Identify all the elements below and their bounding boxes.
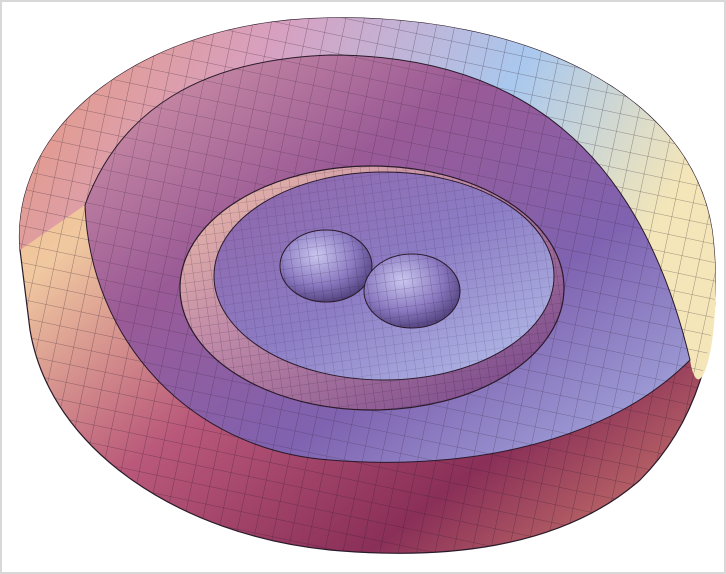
inner-spheres — [279, 229, 461, 329]
